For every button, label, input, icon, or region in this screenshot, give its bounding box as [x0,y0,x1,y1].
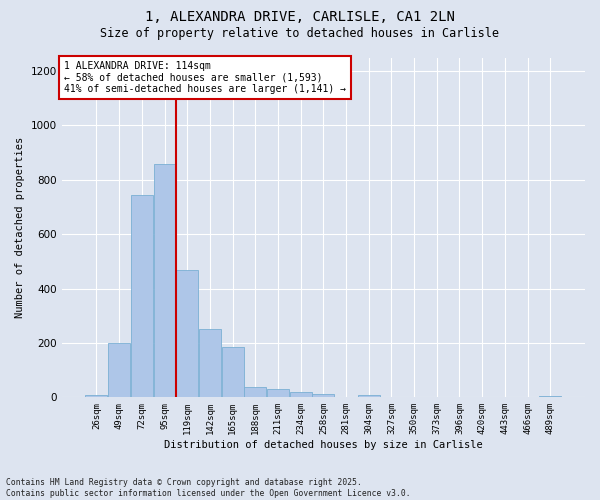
Text: Size of property relative to detached houses in Carlisle: Size of property relative to detached ho… [101,28,499,40]
Bar [221,347,244,398]
Y-axis label: Number of detached properties: Number of detached properties [15,137,25,318]
X-axis label: Distribution of detached houses by size in Carlisle: Distribution of detached houses by size … [164,440,483,450]
Bar [108,343,130,398]
Bar [267,389,289,398]
Bar [313,394,334,398]
Bar [539,396,561,398]
Bar [85,394,107,398]
Bar [358,395,380,398]
Text: Contains HM Land Registry data © Crown copyright and database right 2025.
Contai: Contains HM Land Registry data © Crown c… [6,478,410,498]
Text: 1 ALEXANDRA DRIVE: 114sqm
← 58% of detached houses are smaller (1,593)
41% of se: 1 ALEXANDRA DRIVE: 114sqm ← 58% of detac… [64,61,346,94]
Bar [154,164,176,398]
Bar [131,195,153,398]
Bar [199,330,221,398]
Bar [290,392,311,398]
Text: 1, ALEXANDRA DRIVE, CARLISLE, CA1 2LN: 1, ALEXANDRA DRIVE, CARLISLE, CA1 2LN [145,10,455,24]
Bar [244,387,266,398]
Bar [176,270,198,398]
